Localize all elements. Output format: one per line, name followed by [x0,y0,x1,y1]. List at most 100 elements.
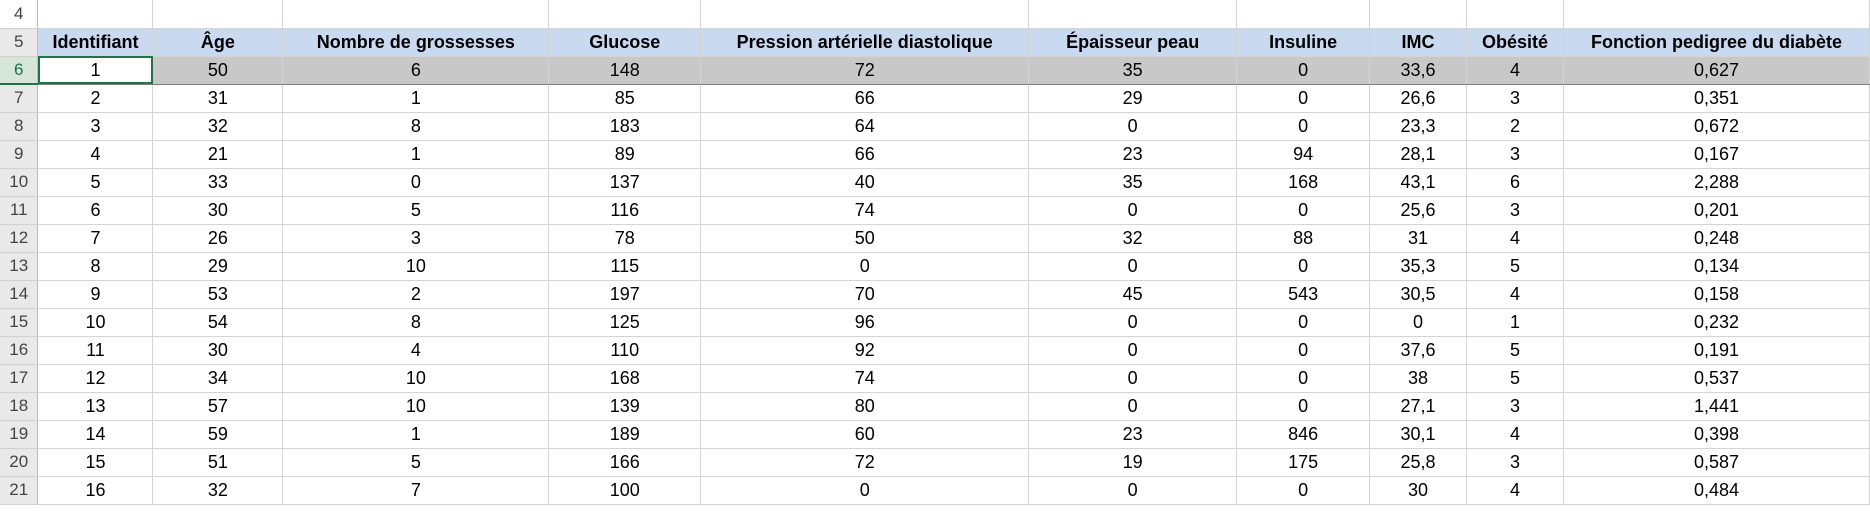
data-cell[interactable]: 32 [1028,224,1238,253]
data-cell[interactable]: 2 [282,280,550,309]
data-cell[interactable]: 26 [152,224,284,253]
column-header-cell[interactable]: Glucose [548,28,702,57]
data-cell[interactable]: 0 [1028,364,1238,393]
data-cell[interactable]: 0 [1236,196,1371,225]
data-cell[interactable]: 8 [282,308,550,337]
data-cell[interactable]: 110 [548,336,702,365]
data-cell[interactable]: 33 [152,168,284,197]
data-cell[interactable]: 33,6 [1369,55,1467,85]
data-cell[interactable]: 66 [700,84,1030,113]
row-header[interactable]: 6 [0,55,39,85]
data-cell[interactable]: 31 [152,84,284,113]
data-cell[interactable]: 94 [1236,140,1371,169]
column-header-cell[interactable]: Nombre de grossesses [282,28,550,57]
data-cell[interactable]: 0 [1369,308,1467,337]
cell[interactable] [548,0,702,29]
row-header[interactable]: 20 [0,448,39,477]
data-cell[interactable]: 543 [1236,280,1371,309]
data-cell[interactable]: 4 [1466,280,1564,309]
data-cell[interactable]: 197 [548,280,702,309]
data-cell[interactable]: 116 [548,196,702,225]
data-cell[interactable]: 0 [1028,308,1238,337]
cell[interactable] [1028,0,1238,29]
row-header[interactable]: 11 [0,196,39,225]
data-cell[interactable]: 0,537 [1563,364,1870,393]
data-cell[interactable]: 14 [37,420,154,449]
data-cell[interactable]: 0,201 [1563,196,1870,225]
data-cell[interactable]: 15 [37,448,154,477]
data-cell[interactable]: 34 [152,364,284,393]
row-header[interactable]: 4 [0,0,39,29]
data-cell[interactable]: 2 [37,84,154,113]
row-header[interactable]: 5 [0,28,39,57]
column-header-cell[interactable]: Âge [152,28,284,57]
cell[interactable] [700,0,1030,29]
data-cell[interactable]: 0,627 [1563,55,1870,85]
data-cell[interactable]: 7 [37,224,154,253]
data-cell[interactable]: 8 [282,112,550,141]
data-cell[interactable]: 29 [1028,84,1238,113]
data-cell[interactable]: 10 [282,364,550,393]
data-cell[interactable]: 0,351 [1563,84,1870,113]
row-header[interactable]: 9 [0,140,39,169]
data-cell[interactable]: 0,484 [1563,476,1870,505]
cell[interactable] [282,0,550,29]
data-cell[interactable]: 30 [152,196,284,225]
data-cell[interactable]: 5 [282,196,550,225]
data-cell[interactable]: 31 [1369,224,1467,253]
data-cell[interactable]: 115 [548,252,702,281]
data-cell[interactable]: 3 [282,224,550,253]
column-header-cell[interactable]: Obésité [1466,28,1564,57]
data-cell[interactable]: 10 [282,392,550,421]
column-header-cell[interactable]: IMC [1369,28,1467,57]
column-header-cell[interactable]: Identifiant [37,28,154,57]
data-cell[interactable]: 5 [37,168,154,197]
data-cell[interactable]: 3 [1466,196,1564,225]
data-cell[interactable]: 23,3 [1369,112,1467,141]
data-cell[interactable]: 139 [548,392,702,421]
data-cell[interactable]: 0,248 [1563,224,1870,253]
row-header[interactable]: 7 [0,84,39,113]
data-cell[interactable]: 35 [1028,55,1238,85]
data-cell[interactable]: 29 [152,252,284,281]
data-cell[interactable]: 0 [1028,196,1238,225]
data-cell[interactable]: 32 [152,476,284,505]
data-cell[interactable]: 4 [37,140,154,169]
row-header[interactable]: 16 [0,336,39,365]
data-cell[interactable]: 0 [1028,392,1238,421]
data-cell[interactable]: 40 [700,168,1030,197]
data-cell[interactable]: 74 [700,196,1030,225]
data-cell[interactable]: 0,587 [1563,448,1870,477]
data-cell[interactable]: 0 [1028,252,1238,281]
row-header[interactable]: 13 [0,252,39,281]
data-cell[interactable]: 100 [548,476,702,505]
data-cell[interactable]: 1 [282,140,550,169]
data-cell[interactable]: 23 [1028,140,1238,169]
data-cell[interactable]: 1 [282,420,550,449]
data-cell[interactable]: 1,441 [1563,392,1870,421]
data-cell[interactable]: 51 [152,448,284,477]
data-cell[interactable]: 6 [37,196,154,225]
row-header[interactable]: 15 [0,308,39,337]
data-cell[interactable]: 5 [1466,252,1564,281]
data-cell[interactable]: 13 [37,392,154,421]
data-cell[interactable]: 30,1 [1369,420,1467,449]
data-cell[interactable]: 3 [1466,392,1564,421]
data-cell[interactable]: 54 [152,308,284,337]
data-cell[interactable]: 27,1 [1369,392,1467,421]
data-cell[interactable]: 0,167 [1563,140,1870,169]
data-cell[interactable]: 80 [700,392,1030,421]
data-cell[interactable]: 1 [282,84,550,113]
data-cell[interactable]: 6 [1466,168,1564,197]
data-cell[interactable]: 78 [548,224,702,253]
cell[interactable] [1236,0,1371,29]
data-cell[interactable]: 66 [700,140,1030,169]
data-cell[interactable]: 0 [1236,476,1371,505]
data-cell[interactable]: 0,672 [1563,112,1870,141]
data-cell[interactable]: 16 [37,476,154,505]
row-header[interactable]: 18 [0,392,39,421]
data-cell[interactable]: 0 [1028,336,1238,365]
data-cell[interactable]: 26,6 [1369,84,1467,113]
data-cell[interactable]: 59 [152,420,284,449]
